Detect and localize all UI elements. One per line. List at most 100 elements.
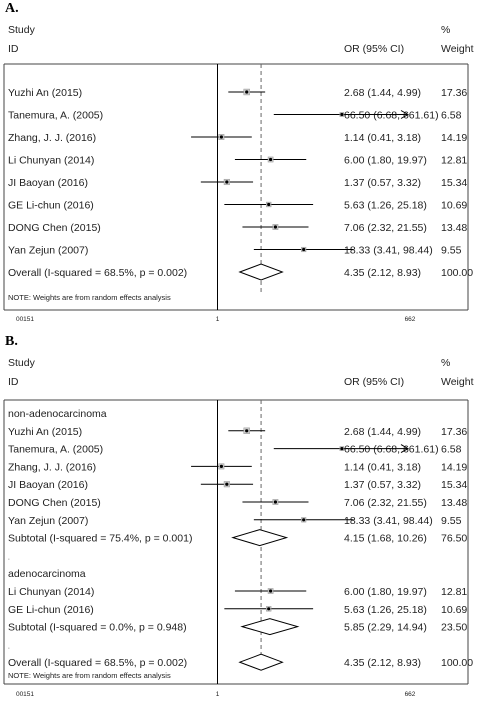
or-ci-value: 5.85 (2.29, 14.94) [344, 622, 427, 634]
study-label: Yan Zejun (2007) [8, 515, 88, 527]
study-label: Tanemura, A. (2005) [8, 444, 103, 456]
study-label: Tanemura, A. (2005) [8, 110, 103, 122]
study-label: Subtotal (I-squared = 0.0%, p = 0.948) [8, 622, 187, 634]
weight-value: 12.81 [441, 586, 467, 598]
footnote: NOTE: Weights are from random effects an… [8, 671, 171, 680]
or-ci-value: 2.68 (1.44, 4.99) [344, 87, 421, 99]
weight-value: 15.34 [441, 177, 467, 189]
or-ci-value: 2.68 (1.44, 4.99) [344, 426, 421, 438]
weight-value: 15.34 [441, 479, 467, 491]
weight-value: 23.50 [441, 622, 467, 634]
point-estimate [340, 447, 344, 451]
weight-value: 13.48 [441, 497, 467, 509]
header-weight: Weight [441, 43, 474, 55]
header-percent: % [441, 24, 450, 36]
weight-value: 17.36 [441, 87, 467, 99]
weight-value: 14.19 [441, 461, 467, 473]
header-or-ci: OR (95% CI) [344, 376, 404, 388]
spacer-dot: . [8, 643, 10, 650]
pooled-diamond [238, 263, 284, 281]
or-ci-value: 18.33 (3.41, 98.44) [344, 515, 433, 527]
weight-value: 10.69 [441, 604, 467, 616]
subgroup-label: adenocarcinoma [8, 568, 86, 580]
study-label: GE Li-chun (2016) [8, 200, 94, 212]
spacer-dot: . [8, 554, 10, 561]
or-ci-value: 6.00 (1.80, 19.97) [344, 586, 427, 598]
x-tick-label: 662 [405, 316, 416, 323]
point-estimate [273, 225, 278, 229]
footnote: NOTE: Weights are from random effects an… [8, 293, 171, 302]
weight-value: 9.55 [441, 245, 462, 257]
header-percent: % [441, 357, 450, 369]
point-estimate [245, 429, 249, 433]
point-estimate [302, 247, 306, 252]
header-or-ci: OR (95% CI) [344, 43, 404, 55]
weight-value: 9.55 [441, 515, 462, 527]
ci-arrow [400, 444, 410, 454]
weight-value: 17.36 [441, 426, 467, 438]
point-estimate [245, 90, 249, 94]
study-label: Yuzhi An (2015) [8, 426, 82, 438]
study-label: Li Chunyan (2014) [8, 155, 94, 167]
study-label: Overall (I-squared = 68.5%, p = 0.002) [8, 267, 187, 279]
point-estimate [225, 482, 229, 486]
weight-value: 100.00 [441, 657, 473, 669]
point-estimate [273, 500, 278, 504]
study-label: GE Li-chun (2016) [8, 604, 94, 616]
header-id: ID [8, 43, 19, 55]
x-tick-label: 00151 [16, 691, 34, 698]
point-estimate [267, 202, 271, 207]
study-label: JI Baoyan (2016) [8, 177, 88, 189]
study-label: Subtotal (I-squared = 75.4%, p = 0.001) [8, 533, 192, 545]
or-ci-value: 18.33 (3.41, 98.44) [344, 245, 433, 257]
weight-value: 12.81 [441, 155, 467, 167]
study-label: JI Baoyan (2016) [8, 479, 88, 491]
point-estimate [225, 180, 229, 184]
point-estimate [340, 112, 344, 117]
weight-value: 6.58 [441, 444, 462, 456]
pooled-diamond [231, 529, 289, 547]
header-id: ID [8, 376, 19, 388]
x-tick-label: 662 [405, 691, 416, 698]
or-ci-value: 4.35 (2.12, 8.93) [344, 657, 421, 669]
ci-arrow [400, 110, 410, 119]
weight-value: 6.58 [441, 110, 462, 122]
x-tick-label: 1 [216, 316, 220, 323]
study-label: Zhang, J. J. (2016) [8, 132, 96, 144]
point-estimate [219, 135, 223, 139]
header-study: Study [8, 24, 36, 36]
or-ci-value: 1.14 (0.41, 3.18) [344, 132, 421, 144]
or-ci-value: 7.06 (2.32, 21.55) [344, 222, 427, 234]
x-tick-label: 1 [216, 691, 220, 698]
study-label: Li Chunyan (2014) [8, 586, 94, 598]
or-ci-value: 1.37 (0.57, 3.32) [344, 479, 421, 491]
study-label: Yan Zejun (2007) [8, 245, 88, 257]
header-weight: Weight [441, 376, 474, 388]
panel-label: A. [5, 1, 19, 16]
header-study: Study [8, 357, 36, 369]
panel-label: B. [5, 334, 18, 349]
or-ci-value: 5.63 (1.26, 25.18) [344, 200, 427, 212]
study-label: DONG Chen (2015) [8, 497, 101, 509]
forest-panel-b: B. Study ID OR (95% CI)% Weight non-adenocarc… [3, 334, 474, 698]
study-label: Yuzhi An (2015) [8, 87, 82, 99]
weight-value: 10.69 [441, 200, 467, 212]
or-ci-value: 1.37 (0.57, 3.32) [344, 177, 421, 189]
point-estimate [269, 157, 273, 162]
point-estimate [267, 607, 271, 611]
study-label: DONG Chen (2015) [8, 222, 101, 234]
weight-value: 100.00 [441, 267, 473, 279]
pooled-diamond [240, 618, 300, 636]
or-ci-value: 7.06 (2.32, 21.55) [344, 497, 427, 509]
weight-value: 13.48 [441, 222, 467, 234]
or-ci-value: 66.50 (6.68, 661.61) [344, 444, 439, 456]
weight-value: 76.50 [441, 533, 467, 545]
x-tick-label: 00151 [16, 316, 34, 323]
or-ci-value: 6.00 (1.80, 19.97) [344, 155, 427, 167]
or-ci-value: 5.63 (1.26, 25.18) [344, 604, 427, 616]
study-label: Overall (I-squared = 68.5%, p = 0.002) [8, 657, 187, 669]
subgroup-label: non-adenocarcinoma [8, 408, 107, 420]
or-ci-value: 4.15 (1.68, 10.26) [344, 533, 427, 545]
or-ci-value: 66.50 (6.68, 661.61) [344, 110, 439, 122]
